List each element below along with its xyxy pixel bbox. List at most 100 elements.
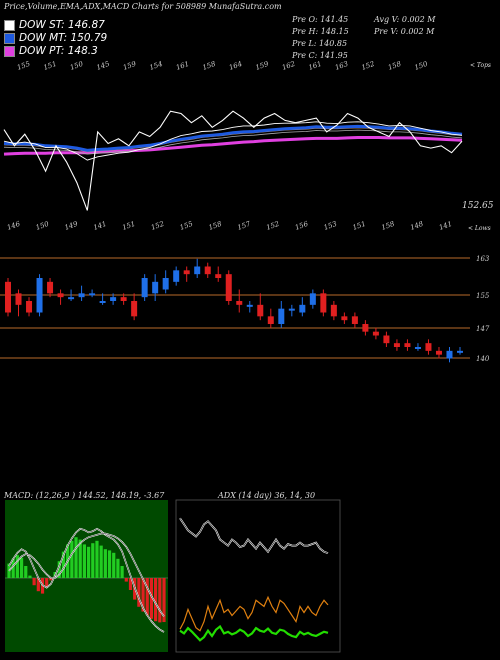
candle-body <box>131 301 138 317</box>
macd-histogram-bar <box>32 578 36 586</box>
ema-st-dotted <box>3 121 463 161</box>
low-label: 151 <box>121 220 136 232</box>
candle-body <box>404 343 411 347</box>
candle-body <box>330 304 337 317</box>
top-labels-group: 155 151 150 145 159 154 161 158 164 159 162 161 163 1… <box>16 60 429 72</box>
adx-header: ADX (14 day) 36, 14, 30 <box>218 491 316 500</box>
candle-body <box>414 347 421 349</box>
candle-body <box>141 278 148 298</box>
pre-open: Pre O: 141.45 <box>292 15 349 24</box>
macd-histogram-bar <box>15 555 19 578</box>
candle-body <box>320 293 327 313</box>
lows-label: < Lows <box>468 225 491 232</box>
top-label: 150 <box>413 60 429 72</box>
legend-mt: DOW MT: 150.79 <box>4 32 107 44</box>
macd-histogram-bar <box>124 578 128 582</box>
legend-st-swatch <box>4 19 15 31</box>
top-label: 159 <box>122 60 138 72</box>
candle-body <box>393 343 400 347</box>
low-labels-group: 146 150 149 141 151 152 155 158 157 152 156 153 151 1… <box>6 220 453 232</box>
candle-body <box>425 343 432 351</box>
low-label: 157 <box>236 220 252 232</box>
top-label: 151 <box>42 60 57 72</box>
legend-mt-swatch <box>4 32 15 44</box>
top-label: 154 <box>148 60 163 72</box>
candle-body <box>362 324 369 332</box>
top-label: 155 <box>16 60 32 72</box>
candle-body <box>152 281 159 294</box>
price-level-label: 140 <box>476 355 490 363</box>
candle-body <box>99 301 106 303</box>
top-label: 158 <box>387 60 403 72</box>
macd-histogram-bar <box>137 578 141 607</box>
candle-body <box>194 266 201 275</box>
adx-plus-di-line <box>179 624 329 642</box>
low-label: 152 <box>265 220 281 232</box>
legend-pt-swatch <box>4 45 15 57</box>
candle-body <box>288 308 295 311</box>
macd-histogram-bar <box>99 545 103 578</box>
legend-pt: DOW PT: 148.3 <box>4 45 98 57</box>
candle-body <box>183 270 190 275</box>
macd-histogram-bar <box>149 578 154 619</box>
pre-close: Pre C: 141.95 <box>292 51 348 60</box>
legend-st-label: DOW ST: 146.87 <box>19 19 105 31</box>
top-label: 161 <box>307 60 322 72</box>
pre-low: Pre L: 140.85 <box>292 39 348 48</box>
pre-volume: Pre V: 0.002 M <box>374 27 435 36</box>
macd-histogram-bar <box>36 578 40 592</box>
price-close-line <box>3 110 463 211</box>
macd-histogram-bar <box>11 558 15 578</box>
adx-panel <box>175 499 341 653</box>
macd-histogram-bar <box>162 578 166 623</box>
macd-histogram-bar <box>91 543 95 578</box>
macd-line-core <box>8 528 165 633</box>
top-label: 150 <box>69 60 85 72</box>
low-label: 148 <box>409 220 425 232</box>
macd-histogram-bar <box>61 551 66 578</box>
macd-histogram-bar <box>103 549 107 578</box>
candle-body <box>57 293 64 298</box>
candle-body <box>15 293 22 305</box>
low-label: 141 <box>92 220 107 232</box>
candle-body <box>341 316 348 321</box>
candle-body <box>446 350 453 359</box>
candle-body <box>78 293 85 298</box>
candle-body <box>47 281 54 294</box>
candle-body <box>173 270 180 282</box>
candle-body <box>26 301 33 313</box>
top-label: 162 <box>281 60 297 72</box>
macd-histogram-bar <box>19 557 24 578</box>
candle-panel: 163 155 147 140 <box>0 255 490 363</box>
candle-body <box>89 293 96 296</box>
candle-body <box>68 297 75 300</box>
low-label: 146 <box>6 220 22 232</box>
tops-label: < Tops <box>470 62 492 69</box>
candle-body <box>257 304 264 317</box>
low-label: 156 <box>294 220 310 232</box>
macd-histogram-bar <box>24 566 28 578</box>
candle-body <box>110 297 117 301</box>
candle-body <box>236 301 243 305</box>
low-label: 158 <box>208 220 224 232</box>
candle-body <box>278 308 285 324</box>
candle-body <box>204 266 211 275</box>
macd-histogram-bar <box>82 544 87 578</box>
macd-header: MACD: (12,26,9 ) 144.52, 148.19, -3.67 <box>4 491 165 500</box>
ema-grey-line-1 <box>3 129 463 155</box>
low-label: 150 <box>35 220 51 232</box>
top-label: 145 <box>95 60 111 72</box>
macd-signal-core <box>8 533 165 617</box>
macd-histogram-bar <box>120 566 124 578</box>
candle-body <box>5 281 11 313</box>
low-label: 151 <box>352 220 367 232</box>
low-label: 155 <box>179 220 195 232</box>
avg-volume: Avg V: 0.002 M <box>374 15 436 24</box>
top-label: 164 <box>228 60 243 72</box>
candle-body <box>267 316 274 324</box>
chart-title: Price,Volume,EMA,ADX,MACD Charts for 508… <box>4 2 282 11</box>
low-label: 158 <box>380 220 396 232</box>
candle-body <box>457 350 463 353</box>
adx-line-core <box>179 518 329 554</box>
macd-histogram-bar <box>95 540 99 578</box>
